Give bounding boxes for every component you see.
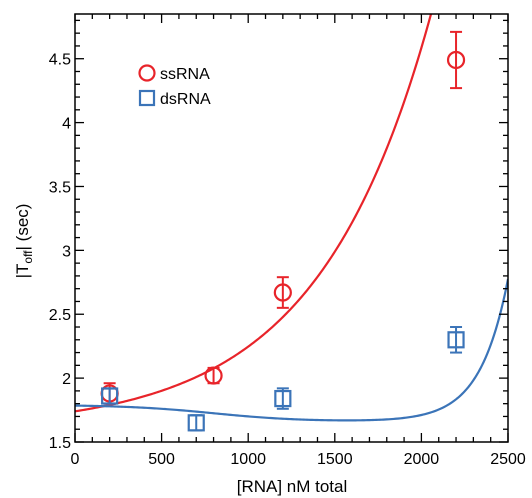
legend-label-ssrna: ssRNA bbox=[160, 66, 210, 83]
legend: ssRNA dsRNA bbox=[138, 64, 211, 108]
y-tick-label: 2 bbox=[62, 371, 71, 388]
y-axis-title-rest: | (sec) bbox=[13, 204, 32, 251]
marker-square bbox=[101, 387, 119, 405]
data-point-ssrna bbox=[273, 276, 292, 309]
marker-square bbox=[274, 389, 292, 408]
marker-square bbox=[447, 331, 465, 349]
data-point-dsrna bbox=[101, 387, 119, 405]
axis-ticks bbox=[74, 14, 509, 443]
y-tick-label: 3 bbox=[62, 243, 71, 260]
marker-circle bbox=[204, 366, 223, 385]
fit-curve-ssrna bbox=[75, 14, 433, 413]
legend-marker-dsrna bbox=[138, 89, 156, 107]
plot-area bbox=[75, 14, 508, 432]
x-tick-label: 2500 bbox=[490, 451, 526, 468]
data-point-dsrna bbox=[274, 387, 292, 410]
x-axis-title: [RNA] nM total bbox=[237, 477, 348, 496]
y-tick-label: 4.5 bbox=[49, 52, 71, 69]
y-axis-title-main: |T bbox=[13, 264, 32, 279]
x-tick-label: 1500 bbox=[317, 451, 353, 468]
tick-labels: 0 500 1000 1500 2000 2500 1.5 2 2.5 3 3.5 4 4.5 bbox=[49, 52, 526, 468]
legend-label-dsrna: dsRNA bbox=[160, 91, 211, 108]
y-tick-label: 3.5 bbox=[49, 179, 71, 196]
data-point-ssrna bbox=[204, 366, 223, 385]
x-tick-label: 2000 bbox=[404, 451, 440, 468]
fit-curve-dsrna bbox=[75, 278, 508, 422]
y-axis-title: |Toff| (sec) bbox=[13, 204, 35, 279]
marker-circle bbox=[446, 50, 466, 70]
x-tick-label: 500 bbox=[148, 451, 175, 468]
y-axis-title-subscript: off bbox=[21, 250, 35, 264]
y-tick-label: 1.5 bbox=[49, 435, 71, 452]
data-point-dsrna bbox=[447, 326, 465, 354]
x-tick-label: 0 bbox=[71, 451, 80, 468]
legend-marker-ssrna bbox=[138, 64, 156, 82]
y-tick-label: 4 bbox=[62, 116, 71, 133]
marker-circle bbox=[273, 283, 292, 302]
marker-square bbox=[187, 414, 205, 432]
x-tick-label: 1000 bbox=[230, 451, 266, 468]
data-point-dsrna bbox=[187, 414, 205, 432]
plot-frame bbox=[74, 13, 509, 443]
data-point-ssrna bbox=[446, 30, 466, 90]
y-tick-label: 2.5 bbox=[49, 307, 71, 324]
